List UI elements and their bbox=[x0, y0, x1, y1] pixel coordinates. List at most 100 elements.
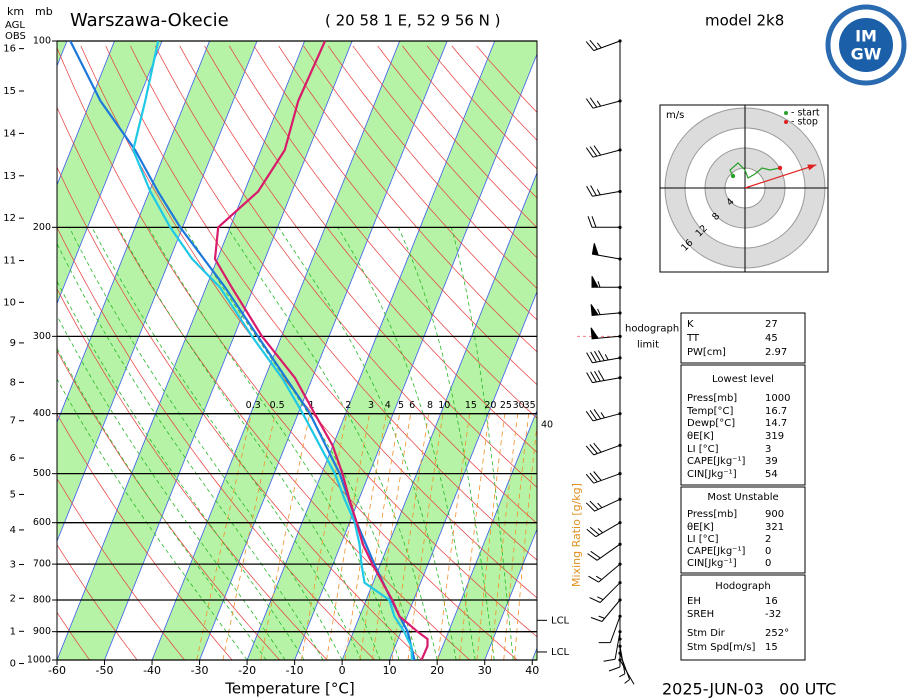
mixing-ratio-label: 5 bbox=[398, 400, 404, 411]
mixing-ratio-label: 0.3 bbox=[246, 400, 261, 411]
wind-dot bbox=[618, 443, 622, 447]
index-value: 0 bbox=[765, 558, 771, 569]
index-name: CAPE[Jkg⁻¹] bbox=[687, 456, 745, 467]
index-name: PW[cm] bbox=[687, 347, 726, 358]
dry-adiabat bbox=[57, 350, 280, 660]
wind-dot bbox=[618, 412, 622, 416]
dry-adiabat bbox=[327, 45, 537, 289]
y-tick-label: 600 bbox=[33, 517, 51, 528]
moist-adiabat bbox=[451, 227, 514, 660]
logo-text: IM bbox=[855, 27, 877, 46]
wind-barb bbox=[591, 276, 620, 288]
index-name: EH bbox=[687, 596, 701, 607]
dry-adiabat bbox=[228, 45, 537, 419]
y-tick-label: 700 bbox=[33, 559, 51, 570]
indices: K 27 TT 45 PW[cm] 2.97 Lowest level Press[mb] 10… bbox=[680, 312, 806, 661]
isotherm bbox=[199, 41, 448, 660]
title: Warszawa-Okecie bbox=[70, 10, 229, 31]
legend-start: - start bbox=[791, 108, 820, 119]
wind-barb bbox=[590, 304, 621, 316]
x-tick-label: -30 bbox=[191, 664, 209, 677]
wind-barb bbox=[586, 185, 621, 197]
storm-motion-head bbox=[807, 164, 817, 171]
dry-adiabat bbox=[204, 45, 537, 453]
wind-barb bbox=[619, 653, 631, 684]
x-tick-label: 40 bbox=[525, 664, 539, 677]
mixing-ratio-label: 0.5 bbox=[270, 400, 285, 411]
index-name: Dewp[°C] bbox=[687, 418, 735, 429]
moist-adiabat bbox=[397, 227, 495, 660]
wind-barb bbox=[586, 522, 621, 538]
isotherm bbox=[389, 290, 537, 660]
wind-dot bbox=[618, 630, 622, 634]
dry-adiabat bbox=[426, 45, 537, 170]
wind-dot bbox=[618, 658, 622, 662]
dry-adiabat bbox=[179, 45, 537, 488]
wind-dot bbox=[618, 148, 622, 152]
index-value: 3 bbox=[765, 444, 771, 455]
mb-label: mb bbox=[35, 5, 53, 18]
mixing-ratio-label: 40 bbox=[541, 419, 553, 430]
isotherm bbox=[294, 52, 537, 660]
wind-barb bbox=[587, 543, 621, 561]
indices-box bbox=[680, 364, 806, 486]
wind-barb bbox=[603, 631, 621, 662]
mixing-ratio-label: 30 bbox=[513, 400, 525, 411]
km-tick-label: 0 bbox=[10, 659, 16, 670]
isotherm bbox=[151, 41, 401, 660]
index-value: 27 bbox=[765, 319, 778, 330]
index-name: θE[K] bbox=[687, 522, 714, 533]
y-tick-label: 100 bbox=[33, 36, 51, 47]
section-title: Lowest level bbox=[712, 374, 774, 385]
index-name: Press[mb] bbox=[687, 509, 737, 520]
index-name: CIN[Jkg⁻¹] bbox=[687, 469, 737, 480]
index-name: Stm Spd[m/s] bbox=[687, 642, 755, 653]
km-tick-label: 5 bbox=[10, 489, 16, 500]
wind-dot bbox=[618, 472, 622, 476]
profiles bbox=[69, 41, 429, 660]
dry-adiabat bbox=[377, 45, 537, 229]
profile-line bbox=[132, 41, 414, 660]
dry-adiabat bbox=[105, 45, 537, 599]
indices-box bbox=[680, 574, 806, 661]
mixing-ratio-label: 15 bbox=[465, 400, 477, 411]
wind-dot bbox=[618, 581, 622, 585]
km-tick-label: 12 bbox=[3, 213, 16, 224]
wind-barb bbox=[589, 582, 621, 603]
logo-disk bbox=[839, 18, 893, 72]
km-tick-label: 1 bbox=[10, 626, 16, 637]
hodograph-unit: m/s bbox=[666, 110, 684, 121]
wind-barb bbox=[585, 442, 621, 456]
isotherm bbox=[57, 41, 115, 186]
km-tick-label: 3 bbox=[10, 560, 16, 571]
index-name: TT bbox=[686, 333, 700, 344]
index-name: LI [°C] bbox=[687, 534, 719, 545]
moist-adiabat bbox=[57, 242, 324, 660]
index-name: Press[mb] bbox=[687, 393, 737, 404]
wind-barb bbox=[591, 243, 621, 260]
index-value: 252° bbox=[765, 628, 789, 639]
wind-dot bbox=[618, 225, 622, 229]
index-value: 1000 bbox=[765, 393, 790, 404]
model: model 2k8 bbox=[705, 12, 784, 30]
mixing-ratio-label: 6 bbox=[409, 400, 415, 411]
dry-adiabat bbox=[57, 226, 375, 660]
wind-dot bbox=[618, 285, 622, 289]
isotherm-band bbox=[57, 41, 353, 660]
isotherm bbox=[246, 41, 496, 660]
km-tick-label: 14 bbox=[3, 128, 16, 139]
indices-box bbox=[680, 486, 806, 574]
moist-adiabat bbox=[183, 227, 419, 660]
mixing-ratio-title: Mixing Ratio [g/kg] bbox=[570, 483, 583, 587]
index-value: 321 bbox=[765, 522, 784, 533]
agl-label: AGL bbox=[5, 20, 25, 31]
wind-dot bbox=[618, 356, 622, 360]
legend-start-dot bbox=[784, 111, 788, 115]
index-name: K bbox=[687, 319, 694, 330]
section-title: Most Unstable bbox=[707, 492, 778, 503]
hodograph-start bbox=[730, 173, 736, 179]
index-name: Stm Dir bbox=[687, 628, 726, 639]
moist-adiabat bbox=[337, 227, 476, 660]
profile-line bbox=[213, 41, 429, 660]
